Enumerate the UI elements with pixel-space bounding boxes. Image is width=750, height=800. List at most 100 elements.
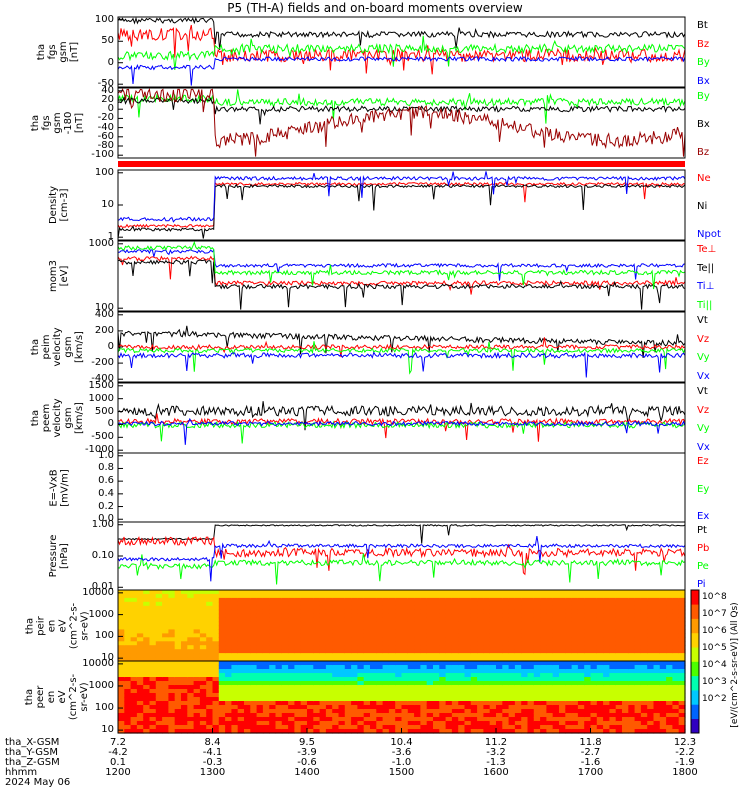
heat-cell (174, 637, 182, 642)
heat-cell (124, 729, 132, 734)
heat-cell (647, 721, 655, 726)
heat-cell (603, 617, 610, 623)
heat-cell (199, 605, 207, 611)
heat-cell (571, 721, 579, 726)
heat-cell (666, 693, 673, 698)
heat-cell (225, 590, 232, 595)
heat-cell (489, 609, 497, 615)
y-tick-label: 400 (94, 308, 114, 320)
series-line (117, 16, 686, 51)
heat-cell (672, 641, 680, 646)
y-axis-label: peem (41, 403, 52, 433)
heat-cell (307, 653, 314, 658)
heat-cell (514, 701, 522, 706)
heat-cell (678, 701, 686, 706)
heat-cell (407, 721, 415, 726)
heat-cell (603, 725, 610, 730)
heat-cell (388, 721, 396, 726)
heat-cell (470, 645, 478, 650)
heat-cell (313, 625, 321, 630)
heat-cell (199, 593, 207, 599)
heat-cell (577, 709, 585, 714)
heat-cell (483, 721, 491, 726)
heat-cell (395, 673, 403, 678)
heat-cell (420, 605, 428, 611)
heat-cell (256, 665, 264, 670)
heat-cell (628, 621, 636, 627)
heat-cell (382, 653, 390, 658)
heat-cell (533, 705, 541, 710)
heat-cell (269, 689, 277, 694)
heat-cell (181, 705, 188, 710)
heat-cell (307, 725, 314, 730)
heat-cell (666, 701, 673, 706)
heat-cell (672, 693, 680, 698)
heat-cell (615, 597, 623, 603)
heat-cell (489, 590, 497, 595)
legend-entry: Vt (697, 315, 708, 326)
heat-cell (672, 685, 680, 690)
heat-cell (451, 681, 459, 686)
heat-cell (666, 641, 673, 646)
heat-cell (281, 693, 289, 698)
heat-cell (470, 633, 478, 638)
heat-cell (577, 590, 585, 595)
heat-cell (155, 697, 163, 702)
heat-cell (433, 613, 440, 619)
heat-cell (565, 713, 573, 718)
heat-cell (143, 673, 151, 678)
heat-cell (414, 729, 421, 734)
heat-cell (256, 617, 264, 623)
heat-cell (603, 665, 610, 670)
heat-cell (559, 693, 566, 698)
heat-cell (489, 685, 497, 690)
heat-cell (212, 621, 220, 627)
heat-cell (659, 673, 667, 678)
heat-cell (590, 621, 598, 627)
heat-cell (451, 677, 459, 682)
heat-cell (363, 677, 371, 682)
heat-cell (596, 677, 604, 682)
heat-cell (357, 709, 365, 714)
heat-cell (502, 597, 510, 603)
heat-cell (458, 613, 466, 619)
heat-cell (193, 653, 201, 658)
heat-cell (584, 641, 592, 646)
heat-cell (181, 609, 188, 615)
heat-cell (502, 661, 510, 666)
heat-cell (281, 609, 289, 615)
heat-cell (256, 609, 264, 615)
legend-entry: By (697, 57, 710, 69)
heat-cell (540, 729, 547, 734)
heat-cell (218, 721, 226, 726)
heat-cell (237, 661, 245, 666)
heat-cell (590, 665, 598, 670)
heat-cell (672, 665, 680, 670)
heat-cell (357, 657, 365, 662)
heat-cell (552, 697, 560, 702)
heat-cell (540, 637, 547, 642)
heat-cell (615, 717, 623, 722)
heat-cell (206, 617, 214, 623)
heat-cell (174, 653, 182, 658)
heat-cell (571, 693, 579, 698)
y-tick-label: 40 (101, 84, 114, 96)
heat-cell (508, 657, 516, 662)
heat-cell (218, 677, 226, 682)
heat-cell (319, 669, 327, 674)
heat-cell (489, 633, 497, 638)
heat-cell (496, 633, 503, 638)
heat-cell (187, 621, 195, 627)
heat-cell (395, 641, 403, 646)
heat-cell (527, 725, 535, 730)
heat-cell (401, 677, 409, 682)
y-tick-label: 10 (101, 652, 114, 664)
heat-cell (477, 697, 484, 702)
heat-cell (237, 677, 245, 682)
heat-cell (571, 609, 579, 615)
heat-cell (622, 677, 629, 682)
heat-cell (275, 661, 283, 666)
heat-cell (382, 681, 390, 686)
heat-cell (376, 665, 384, 670)
heat-cell (124, 661, 132, 666)
